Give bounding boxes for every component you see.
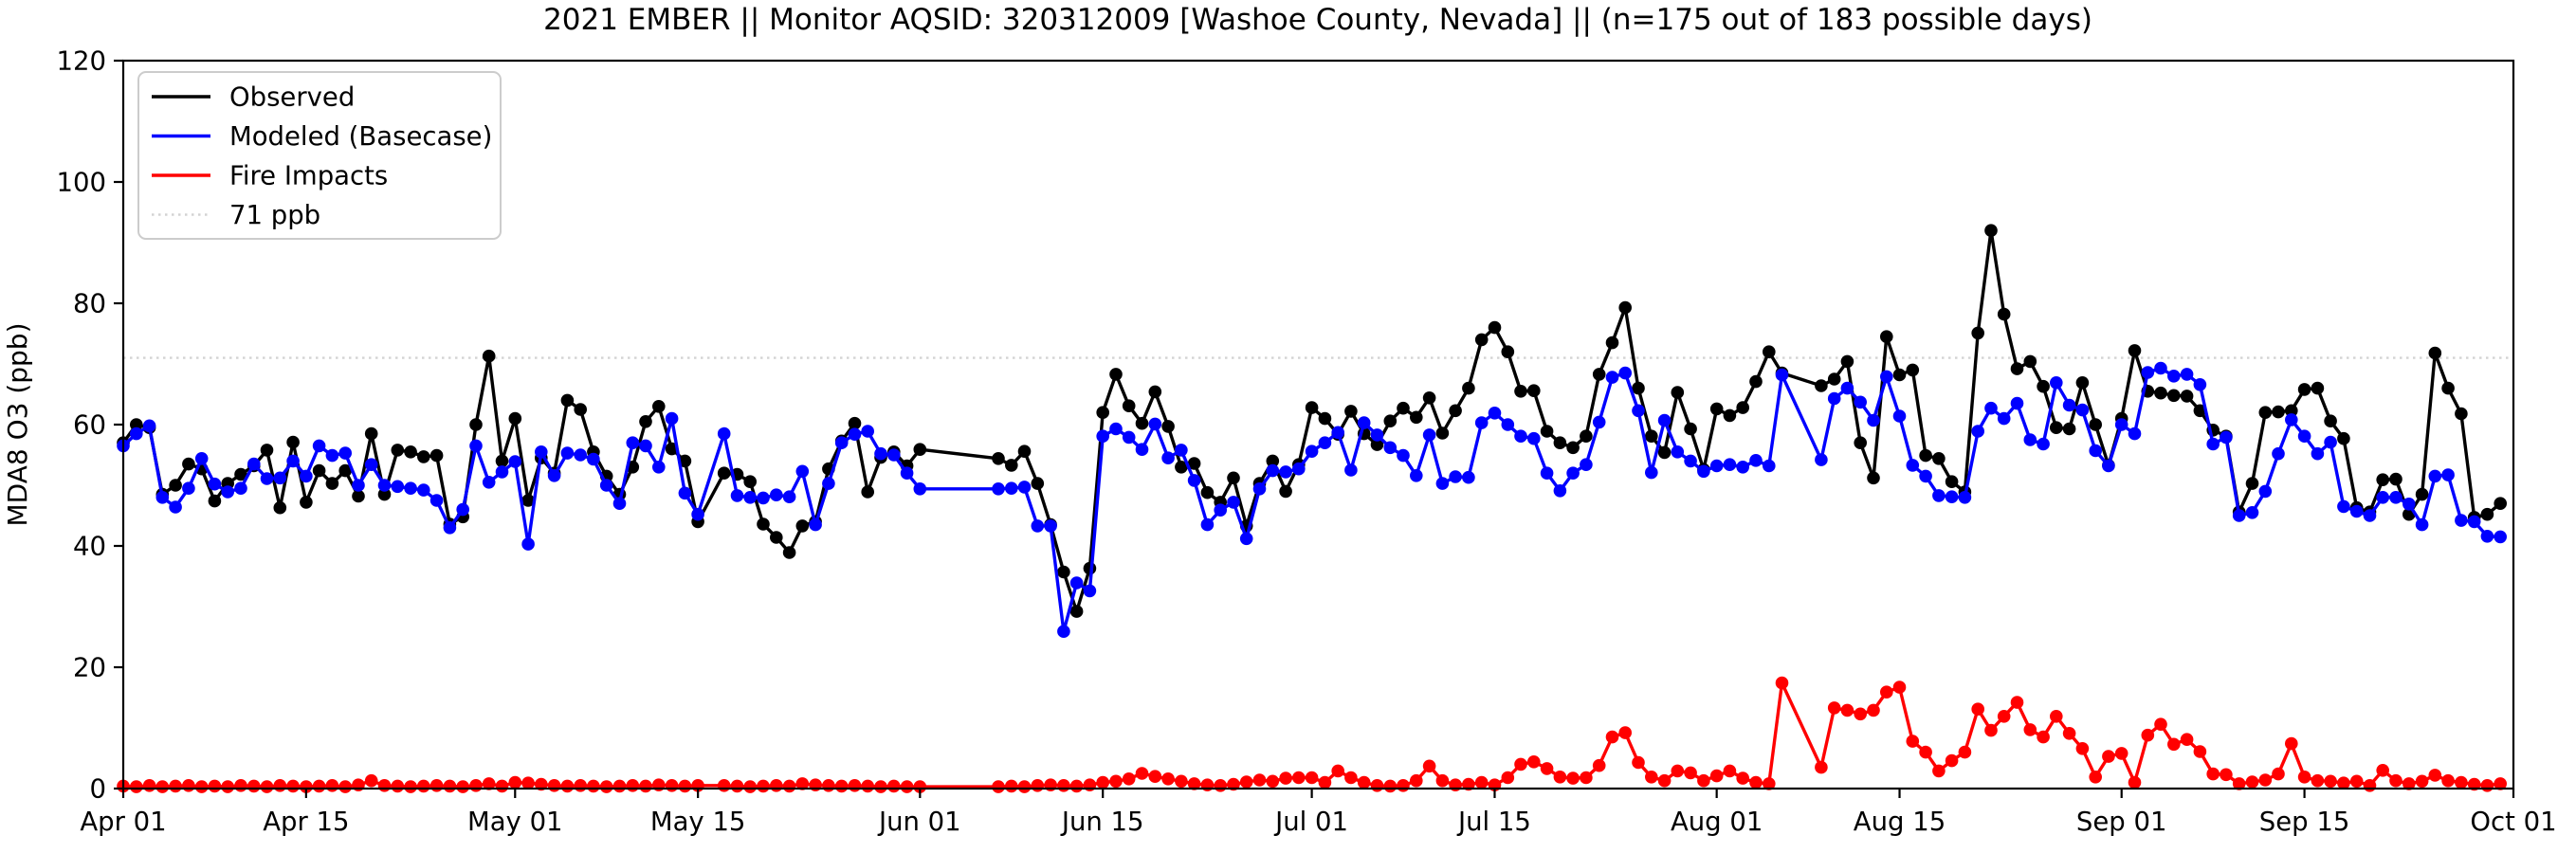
y-tick-label: 0 <box>90 773 107 804</box>
y-tick-label: 80 <box>73 288 106 318</box>
x-tick-label: Jul 01 <box>1273 807 1348 837</box>
y-tick-label: 40 <box>73 531 106 561</box>
legend-label-2: Modeled (Basecase) <box>229 121 492 152</box>
legend: Observed Modeled (Basecase) Fire Impacts 71… <box>137 71 502 240</box>
x-tick-label: Jul 15 <box>1456 807 1531 837</box>
y-tick-label: 20 <box>73 652 106 682</box>
y-tick-label: 120 <box>57 45 107 76</box>
series-fire-impacts <box>117 676 2507 793</box>
x-tick-label: Jun 01 <box>877 807 961 837</box>
x-tick-label: Oct 01 <box>2470 807 2556 837</box>
x-tick-label: Aug 01 <box>1671 807 1763 837</box>
x-tick-label: May 15 <box>650 807 746 837</box>
x-tick-label: May 01 <box>467 807 563 837</box>
legend-label-3: Fire Impacts <box>229 160 388 191</box>
legend-label-4: 71 ppb <box>229 200 320 230</box>
legend-label-1: Observed <box>229 82 355 112</box>
x-tick-label: Apr 01 <box>80 807 166 837</box>
x-tick-label: Apr 15 <box>263 807 349 837</box>
series-modeled-basecase- <box>117 361 2507 638</box>
y-tick-label: 60 <box>73 409 106 440</box>
plot-area <box>117 224 2513 793</box>
chart-title: 2021 EMBER || Monitor AQSID: 320312009 [… <box>543 3 2092 37</box>
x-tick-label: Jun 15 <box>1060 807 1144 837</box>
x-tick-label: Sep 15 <box>2259 807 2350 837</box>
series-observed <box>117 224 2507 618</box>
y-tick-label: 100 <box>57 167 107 197</box>
axes: 0 20 40 60 80 100 120 Apr 01 Apr 15 May 01 May 15 J… <box>57 45 2557 837</box>
x-tick-label: Aug 15 <box>1854 807 1946 837</box>
legend-box <box>137 71 502 240</box>
x-tick-label: Sep 01 <box>2076 807 2167 837</box>
y-axis-label: MDA8 O3 (ppb) <box>2 322 33 526</box>
